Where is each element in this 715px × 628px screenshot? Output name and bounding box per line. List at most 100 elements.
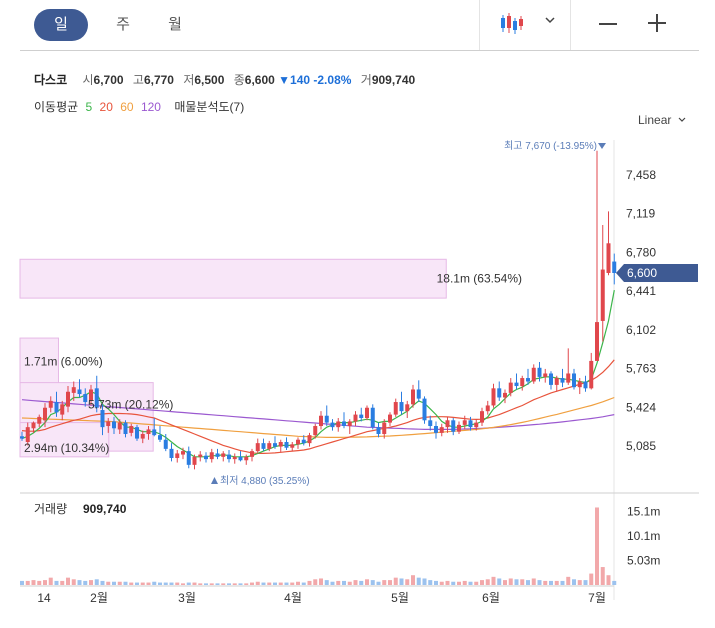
- volume-bar: [117, 581, 122, 585]
- volume-bar: [577, 580, 582, 585]
- candle-body: [135, 427, 139, 439]
- low-value: 6,500: [194, 73, 225, 87]
- volume-bar: [169, 582, 174, 585]
- volume-bar: [181, 583, 185, 585]
- candle: [301, 435, 306, 446]
- candle-body: [163, 439, 168, 449]
- volume-bar: [612, 580, 617, 585]
- x-tick-label: 4월: [284, 591, 302, 605]
- candle: [158, 426, 162, 443]
- chevron-down-icon[interactable]: [543, 13, 557, 27]
- ma20-label: 20: [99, 100, 113, 114]
- candle: [589, 352, 594, 390]
- moving-average-legend[interactable]: 이동평균 5 20 60 120 매물분석도(7): [34, 98, 248, 115]
- candle-body: [405, 404, 410, 412]
- candle-body: [319, 415, 323, 427]
- volume-tick-label: 15.1m: [627, 505, 660, 519]
- price-tick-label: 6,102: [626, 323, 656, 337]
- candle-body: [514, 382, 519, 387]
- minus-icon[interactable]: [599, 23, 617, 25]
- price-tick-label: 5,763: [626, 362, 656, 376]
- volume-bar: [514, 579, 519, 585]
- ma5-line: [21, 289, 615, 458]
- volume-bar: [140, 582, 145, 585]
- candle: [520, 375, 525, 391]
- candle-body: [457, 424, 461, 432]
- candle: [330, 419, 335, 431]
- volume-bar: [359, 580, 364, 585]
- candle-body: [129, 426, 134, 433]
- candle-body: [445, 420, 450, 428]
- current-price-tag: [616, 263, 698, 282]
- candle: [140, 430, 145, 444]
- candle-body: [370, 407, 375, 428]
- volume-bar: [152, 581, 157, 585]
- ma-label: 이동평균: [34, 100, 79, 114]
- candlestick-icon: [501, 13, 523, 34]
- tab-week[interactable]: 주: [116, 16, 130, 33]
- candle: [215, 448, 220, 460]
- volume-bar: [198, 583, 203, 585]
- volume-bar: [508, 578, 513, 585]
- volume-bar: [31, 580, 36, 585]
- price-tick-label: 7,119: [626, 207, 655, 221]
- candle: [405, 400, 410, 419]
- candle: [94, 375, 99, 413]
- candle-body: [94, 388, 99, 408]
- volume-bar: [204, 583, 208, 585]
- candle: [543, 368, 548, 383]
- volume-bar: [497, 578, 502, 585]
- candle-body: [606, 243, 611, 273]
- volume-bar: [595, 507, 599, 585]
- volume-profile-label[interactable]: 매물분석도(7): [174, 100, 245, 114]
- tab-day[interactable]: 일: [34, 9, 88, 41]
- candle: [497, 381, 502, 401]
- candle: [382, 419, 387, 439]
- volume-bar: [43, 580, 47, 585]
- candle-body: [227, 454, 231, 460]
- candle: [572, 368, 576, 390]
- high-value: 6,770: [143, 73, 174, 87]
- volume-bar: [296, 581, 300, 585]
- candle-body: [353, 414, 358, 422]
- scale-selector[interactable]: Linear: [638, 113, 672, 127]
- candle-body: [123, 422, 128, 435]
- volume-profile-label: 18.1m (63.54%): [437, 272, 522, 286]
- price-tick-label: 7,458: [626, 168, 656, 182]
- volume-bar: [583, 580, 588, 585]
- candle: [48, 396, 53, 413]
- chart-type-selector[interactable]: [479, 0, 571, 50]
- candle-body: [232, 456, 237, 460]
- period-tabs: 일 주 월: [20, 0, 699, 51]
- price-tick-label: 6,780: [626, 245, 656, 259]
- candle-body: [577, 381, 582, 388]
- candle-body: [434, 426, 438, 433]
- candle: [445, 416, 450, 433]
- candle-body: [83, 394, 88, 403]
- volume-bar: [37, 580, 42, 585]
- volume-bar: [549, 580, 553, 585]
- low-marker: [211, 477, 218, 484]
- candle-body: [20, 436, 24, 439]
- candle-body: [313, 426, 318, 436]
- candle-body: [451, 420, 456, 432]
- candle-body: [250, 451, 254, 457]
- volume-bar: [422, 578, 427, 585]
- volume-bar: [129, 582, 134, 585]
- tab-month[interactable]: 월: [168, 16, 182, 33]
- volume-bar: [307, 580, 312, 585]
- plus-icon[interactable]: [648, 14, 666, 32]
- volume-bar: [267, 582, 272, 585]
- candle-body: [503, 392, 507, 398]
- candle: [537, 362, 542, 382]
- chevron-down-icon[interactable]: [677, 115, 687, 125]
- candle: [370, 404, 375, 430]
- ma60-label: 60: [120, 100, 134, 114]
- candle: [485, 400, 490, 415]
- candle: [192, 454, 197, 470]
- candle: [416, 380, 421, 403]
- candle-body: [543, 373, 548, 377]
- x-tick-label: 5월: [391, 591, 409, 605]
- candle-body: [526, 378, 530, 382]
